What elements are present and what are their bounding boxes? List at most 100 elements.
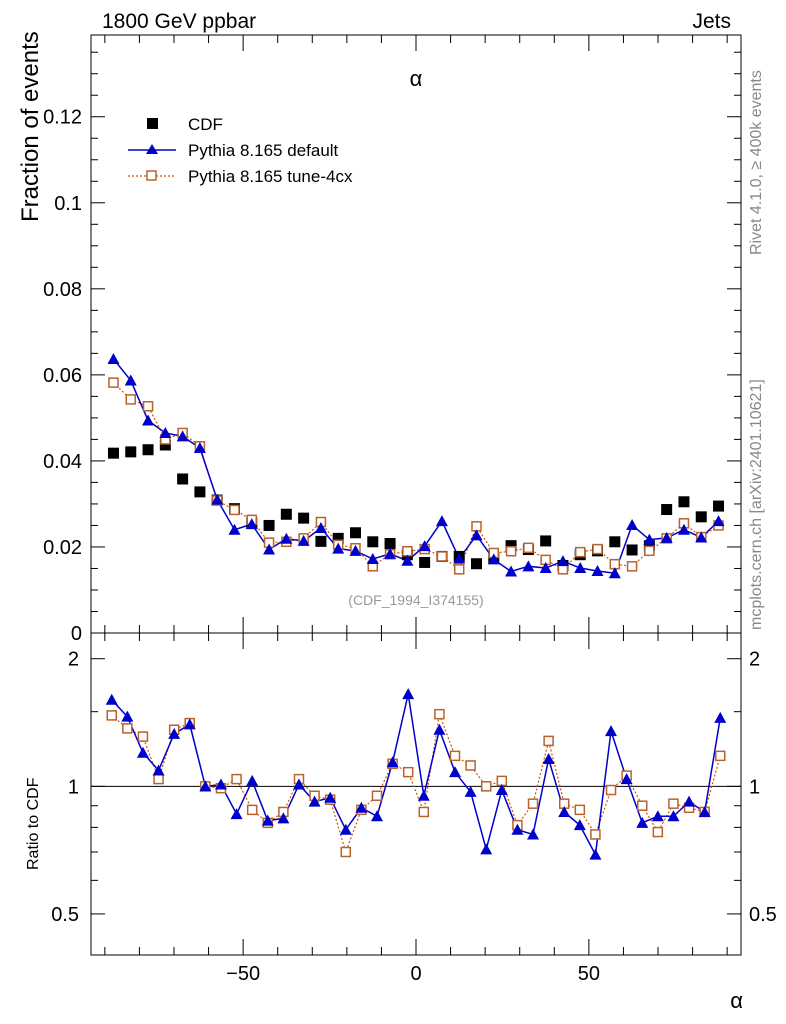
default-ratio-point [698, 805, 711, 817]
cdf-point [695, 511, 707, 523]
default-ratio-line [111, 693, 721, 858]
cdf-point [678, 496, 690, 508]
tune-ratio-point [574, 804, 586, 816]
cdf-point [540, 535, 552, 547]
default-point [660, 531, 673, 543]
tune-ratio-point [449, 750, 461, 762]
ratio-y-tick-label: 0.5 [51, 904, 79, 926]
default-point [280, 532, 293, 544]
default-ratio-point [636, 816, 649, 828]
plot-title: α [410, 66, 423, 91]
ratio-y-tick-label: 1 [68, 776, 79, 798]
x-tick-label: 50 [578, 963, 600, 985]
default-point [401, 554, 414, 566]
rivet-label: Rivet 4.1.0, ≥ 400k events [748, 70, 765, 255]
default-ratio-point [152, 764, 165, 776]
default-point [228, 523, 241, 535]
default-ratio-point [402, 688, 415, 700]
default-ratio-point [683, 795, 696, 807]
tune-ratio-point [418, 806, 430, 818]
default-ratio-point [542, 753, 555, 765]
tune-ratio-point [371, 790, 383, 802]
tune-ratio-point [137, 731, 149, 742]
default-point [142, 414, 155, 426]
default-ratio-point [527, 828, 540, 840]
legend: CDF Pythia 8.165 default Pythia 8.165 tu… [128, 115, 353, 186]
default-ratio-point [230, 808, 243, 820]
default-point [591, 565, 604, 577]
default-ratio-point [277, 812, 290, 824]
cdf-point [505, 540, 517, 552]
cdf-point [142, 444, 154, 456]
default-point [193, 442, 206, 454]
y-tick-label: 0.12 [43, 107, 82, 129]
default-ratio-point [183, 718, 196, 730]
default-ratio-point [199, 780, 212, 792]
mcplots-label: mcplots.cern.ch [arXiv:2401.10621] [748, 379, 765, 630]
default-ratio-point [464, 785, 477, 797]
default-ratio-point [355, 801, 368, 813]
ratio-y-axis-label: Ratio to CDF [25, 777, 42, 870]
default-point [245, 518, 258, 530]
x-tick-label: −50 [226, 963, 260, 985]
default-ratio-point [136, 746, 149, 758]
default-ratio-point [261, 814, 274, 826]
x-ticks: −50 0 50 [104, 35, 728, 985]
default-point [349, 544, 362, 556]
default-ratio-point [370, 810, 383, 822]
tune-point [142, 401, 154, 412]
tune-ratio-point [527, 798, 539, 809]
cdf-point [609, 536, 621, 548]
cdf-point [280, 508, 292, 520]
legend-cdf-label: CDF [188, 115, 223, 134]
default-ratio-point [246, 774, 259, 786]
default-ratio-point [573, 819, 586, 831]
default-point [539, 562, 552, 574]
cdf-point [384, 538, 396, 550]
tune-point [557, 564, 569, 575]
default-point [695, 531, 708, 543]
default-ratio-point [449, 766, 462, 778]
default-ratio-point [605, 725, 618, 737]
ratio-y-tick-label-right: 2 [749, 649, 760, 671]
default-ratio-point [433, 723, 446, 735]
default-ratio-point [292, 778, 305, 790]
default-point [677, 523, 690, 535]
default-ratio-point [105, 693, 118, 705]
tune-ratio-point [434, 708, 445, 720]
ratio-y-tick-label-right: 0.5 [749, 904, 777, 926]
default-ratio-point [558, 805, 571, 817]
ratio-plot-frame [90, 632, 742, 956]
default-ratio-point [495, 784, 508, 796]
legend-default-marker [146, 144, 158, 154]
tune-point [402, 546, 413, 557]
default-point [522, 560, 535, 572]
cdf-point [107, 447, 119, 459]
default-point [159, 426, 172, 438]
default-point [366, 553, 379, 565]
cdf-point [263, 519, 275, 531]
cdf-point [159, 439, 171, 451]
tune-series-line [113, 382, 719, 571]
default-point [176, 430, 189, 442]
cdf-point [367, 536, 379, 548]
default-point [470, 529, 483, 541]
tune-ratio-point [402, 766, 414, 778]
default-point [107, 352, 120, 364]
cdf-point [332, 532, 344, 544]
tune-point [626, 561, 638, 572]
tune-ratio-line [111, 711, 721, 854]
tune-ratio-point [465, 760, 476, 771]
default-ratio-point [339, 823, 352, 835]
default-point [574, 562, 587, 574]
header-observable-group: Jets [692, 10, 731, 33]
default-ratio-point [651, 810, 664, 822]
tune-ratio-point [340, 846, 352, 858]
tune-ratio-point [246, 804, 258, 816]
tune-point [108, 377, 119, 388]
main-series [107, 352, 725, 579]
tune-ratio-point [122, 723, 133, 734]
tune-ratio-point [652, 826, 664, 838]
default-point [626, 519, 639, 531]
